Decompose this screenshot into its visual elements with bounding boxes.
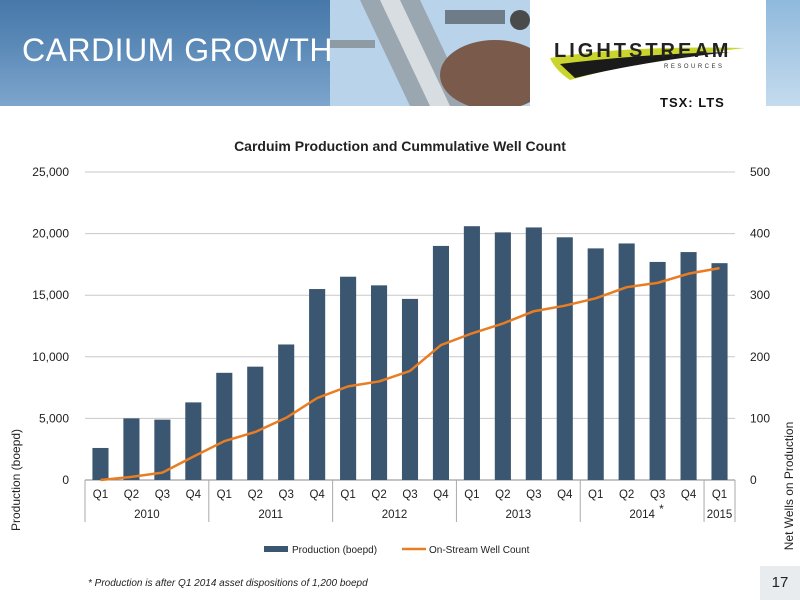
x-tick-label: Q2 (371, 489, 386, 501)
bar (587, 248, 604, 480)
year-label: 2012 (382, 509, 408, 521)
bar (247, 366, 264, 480)
banner-title-bar (0, 0, 330, 106)
header: CARDIUM GROWTH LIGHTSTREAM RESOURCES TSX… (0, 0, 800, 110)
header-banner-image (0, 0, 530, 106)
legend-production: Production (boepd) (292, 545, 377, 556)
x-tick-label: Q4 (681, 489, 697, 501)
x-tick-label: Q1 (464, 489, 479, 501)
y2-tick-label: 200 (750, 350, 770, 364)
bar (278, 344, 295, 480)
y-axis-label: Production (boepd) (9, 429, 23, 531)
y2-tick-label: 300 (750, 288, 770, 302)
bar (216, 372, 233, 480)
y-tick-label: 10,000 (32, 350, 69, 364)
x-tick-label: Q1 (712, 489, 727, 501)
x-tick-label: Q3 (279, 489, 294, 501)
bar (401, 298, 419, 480)
x-tick-label: Q2 (619, 489, 634, 501)
x-tick-label: Q2 (248, 489, 263, 501)
page-number-box (760, 566, 800, 600)
year-label: 2015 (707, 509, 733, 521)
bar (432, 245, 449, 480)
year-label: 2014 (629, 509, 655, 521)
y2-axis-label: Net Wells on Production (782, 422, 796, 551)
bar-series (92, 226, 728, 480)
bar (618, 243, 635, 480)
header-right-strip (766, 0, 800, 106)
y-tick-label: 20,000 (32, 227, 69, 241)
x-tick-label: Q3 (402, 489, 417, 501)
line-series (100, 266, 720, 482)
y2-tick-label: 500 (750, 165, 770, 179)
logo-area (530, 0, 766, 106)
footnote: * Production is after Q1 2014 asset disp… (88, 578, 368, 589)
y-tick-label: 5,000 (39, 411, 69, 425)
pipeline-image (330, 0, 530, 106)
bar (525, 227, 542, 480)
x-tick-label: Q3 (650, 489, 665, 501)
year-label: 2010 (134, 509, 160, 521)
bar (123, 418, 140, 480)
page-title: CARDIUM GROWTH (22, 32, 333, 68)
x-tick-label: Q1 (340, 489, 355, 501)
x-tick-label: Q1 (93, 489, 108, 501)
y2-tick-label: 400 (750, 227, 770, 241)
year-marker: * (659, 502, 664, 516)
year-label: 2013 (506, 509, 532, 521)
bar (92, 447, 109, 480)
lightstream-logo-icon (550, 47, 745, 80)
ticker-symbol: TSX: LTS (660, 95, 725, 110)
chart-title: Carduim Production and Cummulative Well … (234, 138, 566, 154)
legend-well-count: On-Stream Well Count (429, 545, 530, 556)
bar (680, 252, 697, 480)
legend-bar-swatch (264, 546, 288, 552)
bar (340, 276, 357, 480)
x-tick-label: Q4 (557, 489, 573, 501)
x-tick-label: Q3 (155, 489, 170, 501)
y-tick-label: 0 (62, 473, 69, 487)
bar (309, 289, 326, 480)
chart: 0 5,000 10,000 15,000 20,000 25,000 0 100 200 300… (9, 165, 796, 556)
year-label: 2011 (258, 509, 283, 521)
bar (494, 232, 511, 480)
logo-subtext: RESOURCES (664, 64, 725, 70)
bar (711, 263, 728, 480)
x-tick-label: Q2 (124, 489, 139, 501)
x-tick-label: Q1 (588, 489, 603, 501)
x-tick-label: Q4 (186, 489, 202, 501)
y2-tick-label: 100 (750, 411, 770, 425)
x-tick-label: Q2 (495, 489, 510, 501)
y2-tick-label: 0 (750, 473, 757, 487)
axes: 0 5,000 10,000 15,000 20,000 25,000 0 100 200 300… (32, 165, 770, 522)
x-tick-label: Q1 (217, 489, 232, 501)
y-tick-label: 15,000 (32, 288, 69, 302)
x-tick-label: Q4 (433, 489, 449, 501)
legend: Production (boepd) On-Stream Well Count (264, 545, 530, 556)
bar (463, 226, 480, 480)
logo-text: LIGHTSTREAM (554, 40, 732, 62)
y-tick-label: 25,000 (32, 165, 69, 179)
x-tick-label: Q3 (526, 489, 541, 501)
page-number: 17 (771, 574, 789, 591)
bar (154, 419, 171, 480)
x-tick-label: Q4 (309, 489, 325, 501)
well-count-line (100, 266, 720, 482)
bar (185, 402, 202, 480)
bar (649, 261, 666, 480)
bar (556, 237, 573, 480)
